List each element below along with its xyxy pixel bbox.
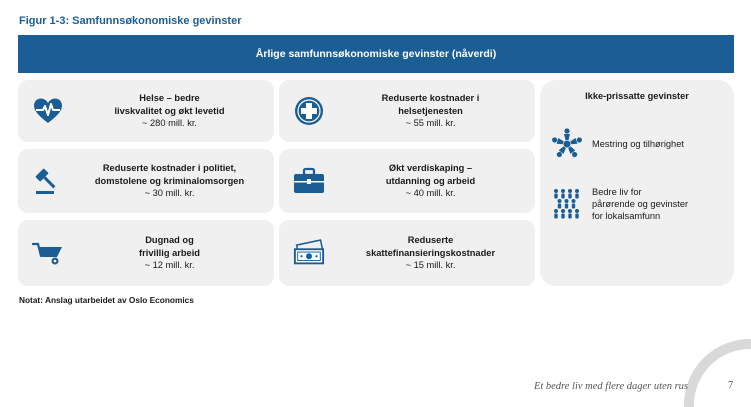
medical-cross-icon <box>293 95 325 127</box>
decorative-arc <box>683 338 751 407</box>
panel-item-line-1: Bedre liv for <box>592 187 642 197</box>
card-tax-financing: Reduserte skattefinansieringskostnader ~… <box>279 220 535 286</box>
panel-item-relatives: Bedre liv for pårørende og gevinster for… <box>550 186 726 222</box>
panel-title: Ikke-prissatte gevinster <box>585 91 689 101</box>
card-value-creation: Økt verdiskaping – utdanning og arbeid ~… <box>279 149 535 213</box>
card-title-line-2: helsetjenesten <box>398 105 463 116</box>
team-circle-icon <box>550 127 584 161</box>
card-title-line-2: domstolene og kriminalomsorgen <box>94 175 245 186</box>
gavel-icon <box>32 165 64 197</box>
briefcase-icon <box>293 165 325 197</box>
crowd-icon <box>550 187 584 221</box>
wheelbarrow-icon <box>32 237 64 269</box>
card-title-line-1: Helse – bedre <box>139 93 200 104</box>
card-justice: Reduserte kostnader i politiet, domstole… <box>18 149 274 213</box>
page-number: 7 <box>728 380 734 391</box>
money-bills-icon <box>293 237 325 269</box>
card-title-line-2: livskvalitet og økt levetid <box>114 105 225 116</box>
heartbeat-icon <box>32 95 64 127</box>
card-title-line-2: frivillig arbeid <box>139 247 200 258</box>
card-health: Helse – bedre livskvalitet og økt leveti… <box>18 80 274 142</box>
panel-item-line-1: Mestring og tilhørighet <box>592 139 684 149</box>
panel-item-line-2: pårørende og gevinster <box>592 199 689 209</box>
card-title-line-1: Økt verdiskaping – <box>388 163 473 174</box>
footer-tagline: Et bedre liv med flere dager uten rus <box>533 381 688 392</box>
panel-item-mastery: Mestring og tilhørighet <box>550 127 726 161</box>
card-health-services: Reduserte kostnader i helsetjenesten ~ 5… <box>279 80 535 142</box>
card-volunteering: Dugnad og frivillig arbeid ~ 12 mill. kr… <box>18 220 274 286</box>
card-value: ~ 30 mill. kr. <box>144 188 195 199</box>
banner: Årlige samfunnsøkonomiske gevinster (nåv… <box>18 35 734 73</box>
card-value: ~ 40 mill. kr. <box>405 188 456 199</box>
card-title-line-1: Reduserte kostnader i politiet, <box>102 163 237 174</box>
card-title-line-2: utdanning og arbeid <box>385 175 476 186</box>
panel-item-line-3: for lokalsamfunn <box>592 211 661 221</box>
card-value: ~ 12 mill. kr. <box>144 260 195 271</box>
card-value: ~ 55 mill. kr. <box>405 118 456 129</box>
card-value: ~ 280 mill. kr. <box>141 118 198 129</box>
card-title-line-1: Reduserte <box>407 235 454 246</box>
card-value: ~ 15 mill. kr. <box>405 260 456 271</box>
source-note: Notat: Anslag utarbeidet av Oslo Economi… <box>19 295 194 305</box>
non-monetized-panel: Ikke-prissatte gevinster <box>540 80 734 286</box>
figure-title: Figur 1-3: Samfunnsøkonomiske gevinster <box>19 15 242 27</box>
banner-label: Årlige samfunnsøkonomiske gevinster (nåv… <box>255 48 497 60</box>
card-title-line-2: skattefinansieringskostnader <box>365 247 496 258</box>
card-title-line-1: Dugnad og <box>145 235 194 246</box>
card-title-line-1: Reduserte kostnader i <box>381 93 480 104</box>
